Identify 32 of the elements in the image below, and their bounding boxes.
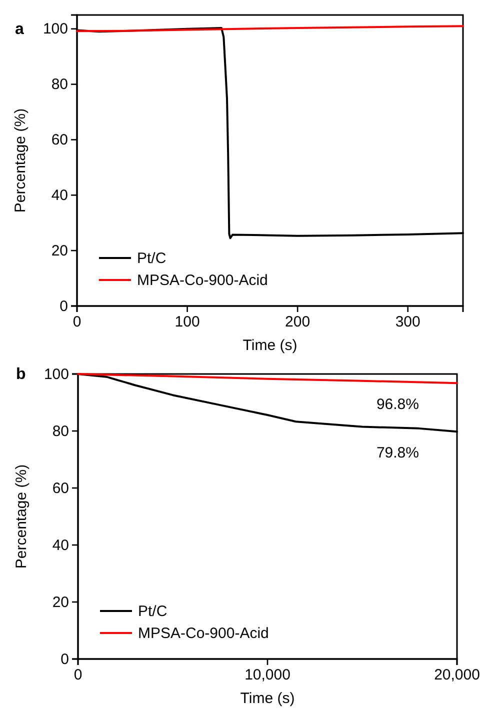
legend-label: Pt/C [138, 603, 168, 620]
y-tick-label: 100 [44, 366, 69, 383]
y-axis-title: Percentage (%) [12, 108, 29, 213]
y-tick-label: 60 [52, 480, 69, 497]
line-series [77, 373, 458, 384]
y-tick-label: 80 [51, 76, 68, 94]
y-tick-label: 40 [51, 186, 68, 204]
y-tick-label: 0 [60, 298, 68, 315]
annotation: 96.8% [376, 396, 419, 414]
legend-label: Pt/C [137, 250, 166, 267]
annotation: 79.8% [376, 444, 419, 462]
y-axis-title: Percentage (%) [13, 464, 30, 569]
y-tick-label: 20 [51, 242, 68, 260]
y-tick-label: 0 [60, 650, 69, 668]
x-tick-label: 100 [174, 314, 200, 331]
x-tick-label: 300 [395, 314, 420, 331]
y-tick-label: 80 [52, 422, 69, 440]
y-tick-label: 40 [52, 536, 69, 554]
x-tick-label: 0 [72, 314, 82, 331]
x-tick-label: 0 [74, 666, 82, 684]
x-tick-label: 200 [285, 314, 310, 331]
x-tick-label: 20,000 [434, 666, 480, 684]
y-tick-label: 60 [51, 132, 68, 149]
y-tick-label: 20 [52, 594, 69, 611]
x-axis-title: Time (s) [242, 337, 298, 354]
legend-label: MPSA-Co-900-Acid [138, 625, 269, 642]
legend-label: MPSA-Co-900-Acid [137, 272, 268, 289]
x-axis-title: Time (s) [240, 690, 295, 707]
y-tick-label: 100 [42, 20, 68, 38]
chart-title: a [15, 20, 24, 38]
x-tick-label: 10,000 [244, 666, 290, 684]
chart-title: b [16, 366, 26, 383]
